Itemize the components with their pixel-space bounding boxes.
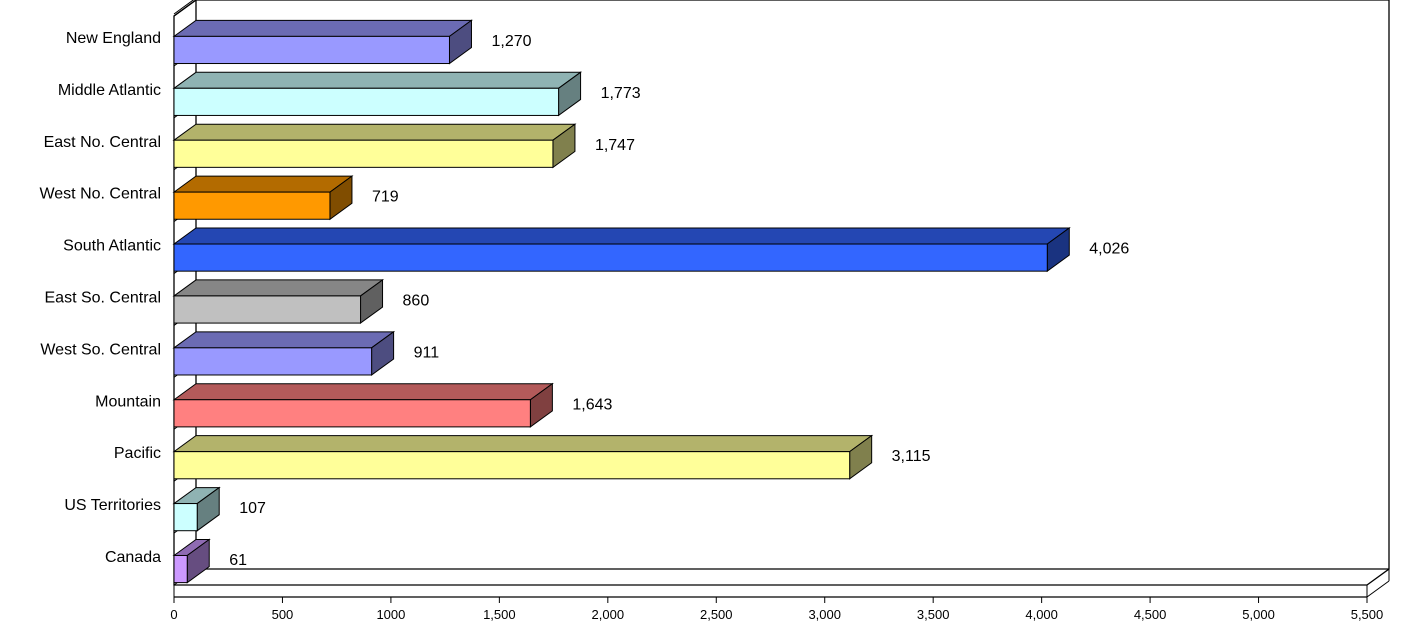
value-label: 719 <box>372 189 399 206</box>
bar-top-face <box>172 71 583 89</box>
bar <box>172 434 874 480</box>
x-tick-label: 2,500 <box>700 607 733 622</box>
bar-front-face <box>173 347 373 376</box>
x-tick-label: 1000 <box>376 607 405 622</box>
value-label: 860 <box>403 293 430 310</box>
category-label: East No. Central <box>44 134 161 151</box>
x-tick-label: 1,500 <box>483 607 516 622</box>
category-label: West No. Central <box>39 186 161 203</box>
value-label: 3,115 <box>892 448 931 465</box>
category-label: West So. Central <box>40 341 161 358</box>
bars <box>172 19 1071 584</box>
value-label: 61 <box>229 552 247 569</box>
x-tick-label: 5,500 <box>1351 607 1384 622</box>
bar <box>172 19 474 65</box>
category-label: US Territories <box>64 497 161 514</box>
category-label: New England <box>66 30 161 47</box>
x-tick-label: 3,000 <box>808 607 841 622</box>
value-label: 4,026 <box>1089 241 1129 258</box>
value-labels: 1,270 1,773 1,747 719 4,026 860 911 1,643 3,115 1… <box>229 33 1129 569</box>
x-tick-label: 4,000 <box>1025 607 1058 622</box>
value-label: 1,747 <box>595 137 635 154</box>
x-tick-label: 2,000 <box>592 607 625 622</box>
category-label: East So. Central <box>45 290 162 307</box>
category-label: Middle Atlantic <box>58 82 161 99</box>
category-labels: New England Middle Atlantic East No. Centr… <box>39 30 161 566</box>
bar <box>172 486 221 532</box>
x-tick-label: 4,500 <box>1134 607 1167 622</box>
wall-edge <box>173 0 197 17</box>
value-label: 911 <box>414 344 440 361</box>
category-label: South Atlantic <box>63 238 161 255</box>
bar <box>172 123 577 169</box>
bar <box>172 382 554 428</box>
bar-front-face <box>173 243 1048 272</box>
x-axis: 0 500 1000 1,500 2,000 2,500 3,000 3,500 4,000 4,… <box>170 569 1390 622</box>
bar <box>172 330 396 376</box>
x-tick-label: 3,500 <box>917 607 950 622</box>
bar <box>172 538 211 584</box>
bar-front-face <box>173 191 331 220</box>
bar-front-face <box>173 87 560 116</box>
value-label: 1,773 <box>601 85 641 102</box>
category-label: Pacific <box>114 445 161 462</box>
x-tick-label: 0 <box>170 607 177 622</box>
bar <box>172 278 385 325</box>
bar-top-face <box>172 383 554 401</box>
bar-front-face <box>173 554 188 584</box>
value-label: 1,270 <box>491 33 531 50</box>
x-tick-label: 5,000 <box>1242 607 1275 622</box>
axis-depth-edge <box>1366 580 1390 598</box>
bar <box>172 175 354 221</box>
value-label: 1,643 <box>572 396 612 413</box>
bar-top-face <box>172 279 385 297</box>
bar-top-face <box>172 331 396 349</box>
bar-front-face <box>173 503 198 532</box>
bar-top-face <box>172 19 474 37</box>
bar-front-face <box>173 295 362 324</box>
category-tick <box>173 0 195 15</box>
bar-top-face <box>172 227 1071 245</box>
bar-front-face <box>173 35 450 65</box>
bar-top-face <box>172 123 577 141</box>
x-tick-label: 500 <box>272 607 294 622</box>
bar-top-face <box>172 435 874 453</box>
bar-front-face <box>173 139 554 168</box>
bar-top-face <box>172 175 354 193</box>
category-label: Canada <box>105 549 161 566</box>
bar <box>172 71 583 117</box>
value-label: 107 <box>239 500 266 517</box>
bar-front-face <box>173 399 531 428</box>
bar <box>172 227 1071 273</box>
bar-front-face <box>173 451 851 480</box>
category-label: Mountain <box>95 393 161 410</box>
